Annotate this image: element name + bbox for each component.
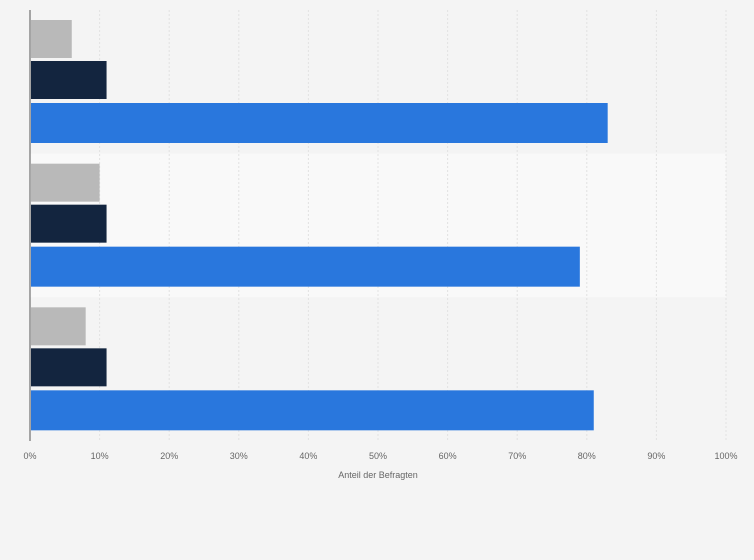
x-tick-label: 0%: [23, 451, 36, 461]
x-axis-title: Anteil der Befragten: [338, 470, 418, 480]
x-tick-labels: 0% 10% 20% 30% 40% 50% 60% 70% 80% 90% 100%: [23, 451, 737, 461]
x-tick-label: 80%: [578, 451, 596, 461]
bar-series-3-group-3: [31, 390, 594, 431]
bar-series-1-group-2: [31, 163, 100, 202]
x-tick-label: 50%: [369, 451, 387, 461]
bars: [31, 20, 608, 431]
bar-series-1-group-3: [31, 307, 86, 346]
bar-series-2-group-2: [31, 204, 107, 243]
x-tick-label: 10%: [91, 451, 109, 461]
x-tick-label: 60%: [439, 451, 457, 461]
x-tick-label: 90%: [647, 451, 665, 461]
bar-series-3-group-2: [31, 246, 580, 287]
x-tick-label: 40%: [299, 451, 317, 461]
x-tick-label: 20%: [160, 451, 178, 461]
bar-series-2-group-3: [31, 348, 107, 387]
x-tick-label: 30%: [230, 451, 248, 461]
bar-series-3-group-1: [31, 103, 608, 143]
bar-series-2-group-1: [31, 61, 107, 99]
x-tick-label: 70%: [508, 451, 526, 461]
bar-series-1-group-1: [31, 20, 72, 58]
x-tick-label: 100%: [714, 451, 737, 461]
